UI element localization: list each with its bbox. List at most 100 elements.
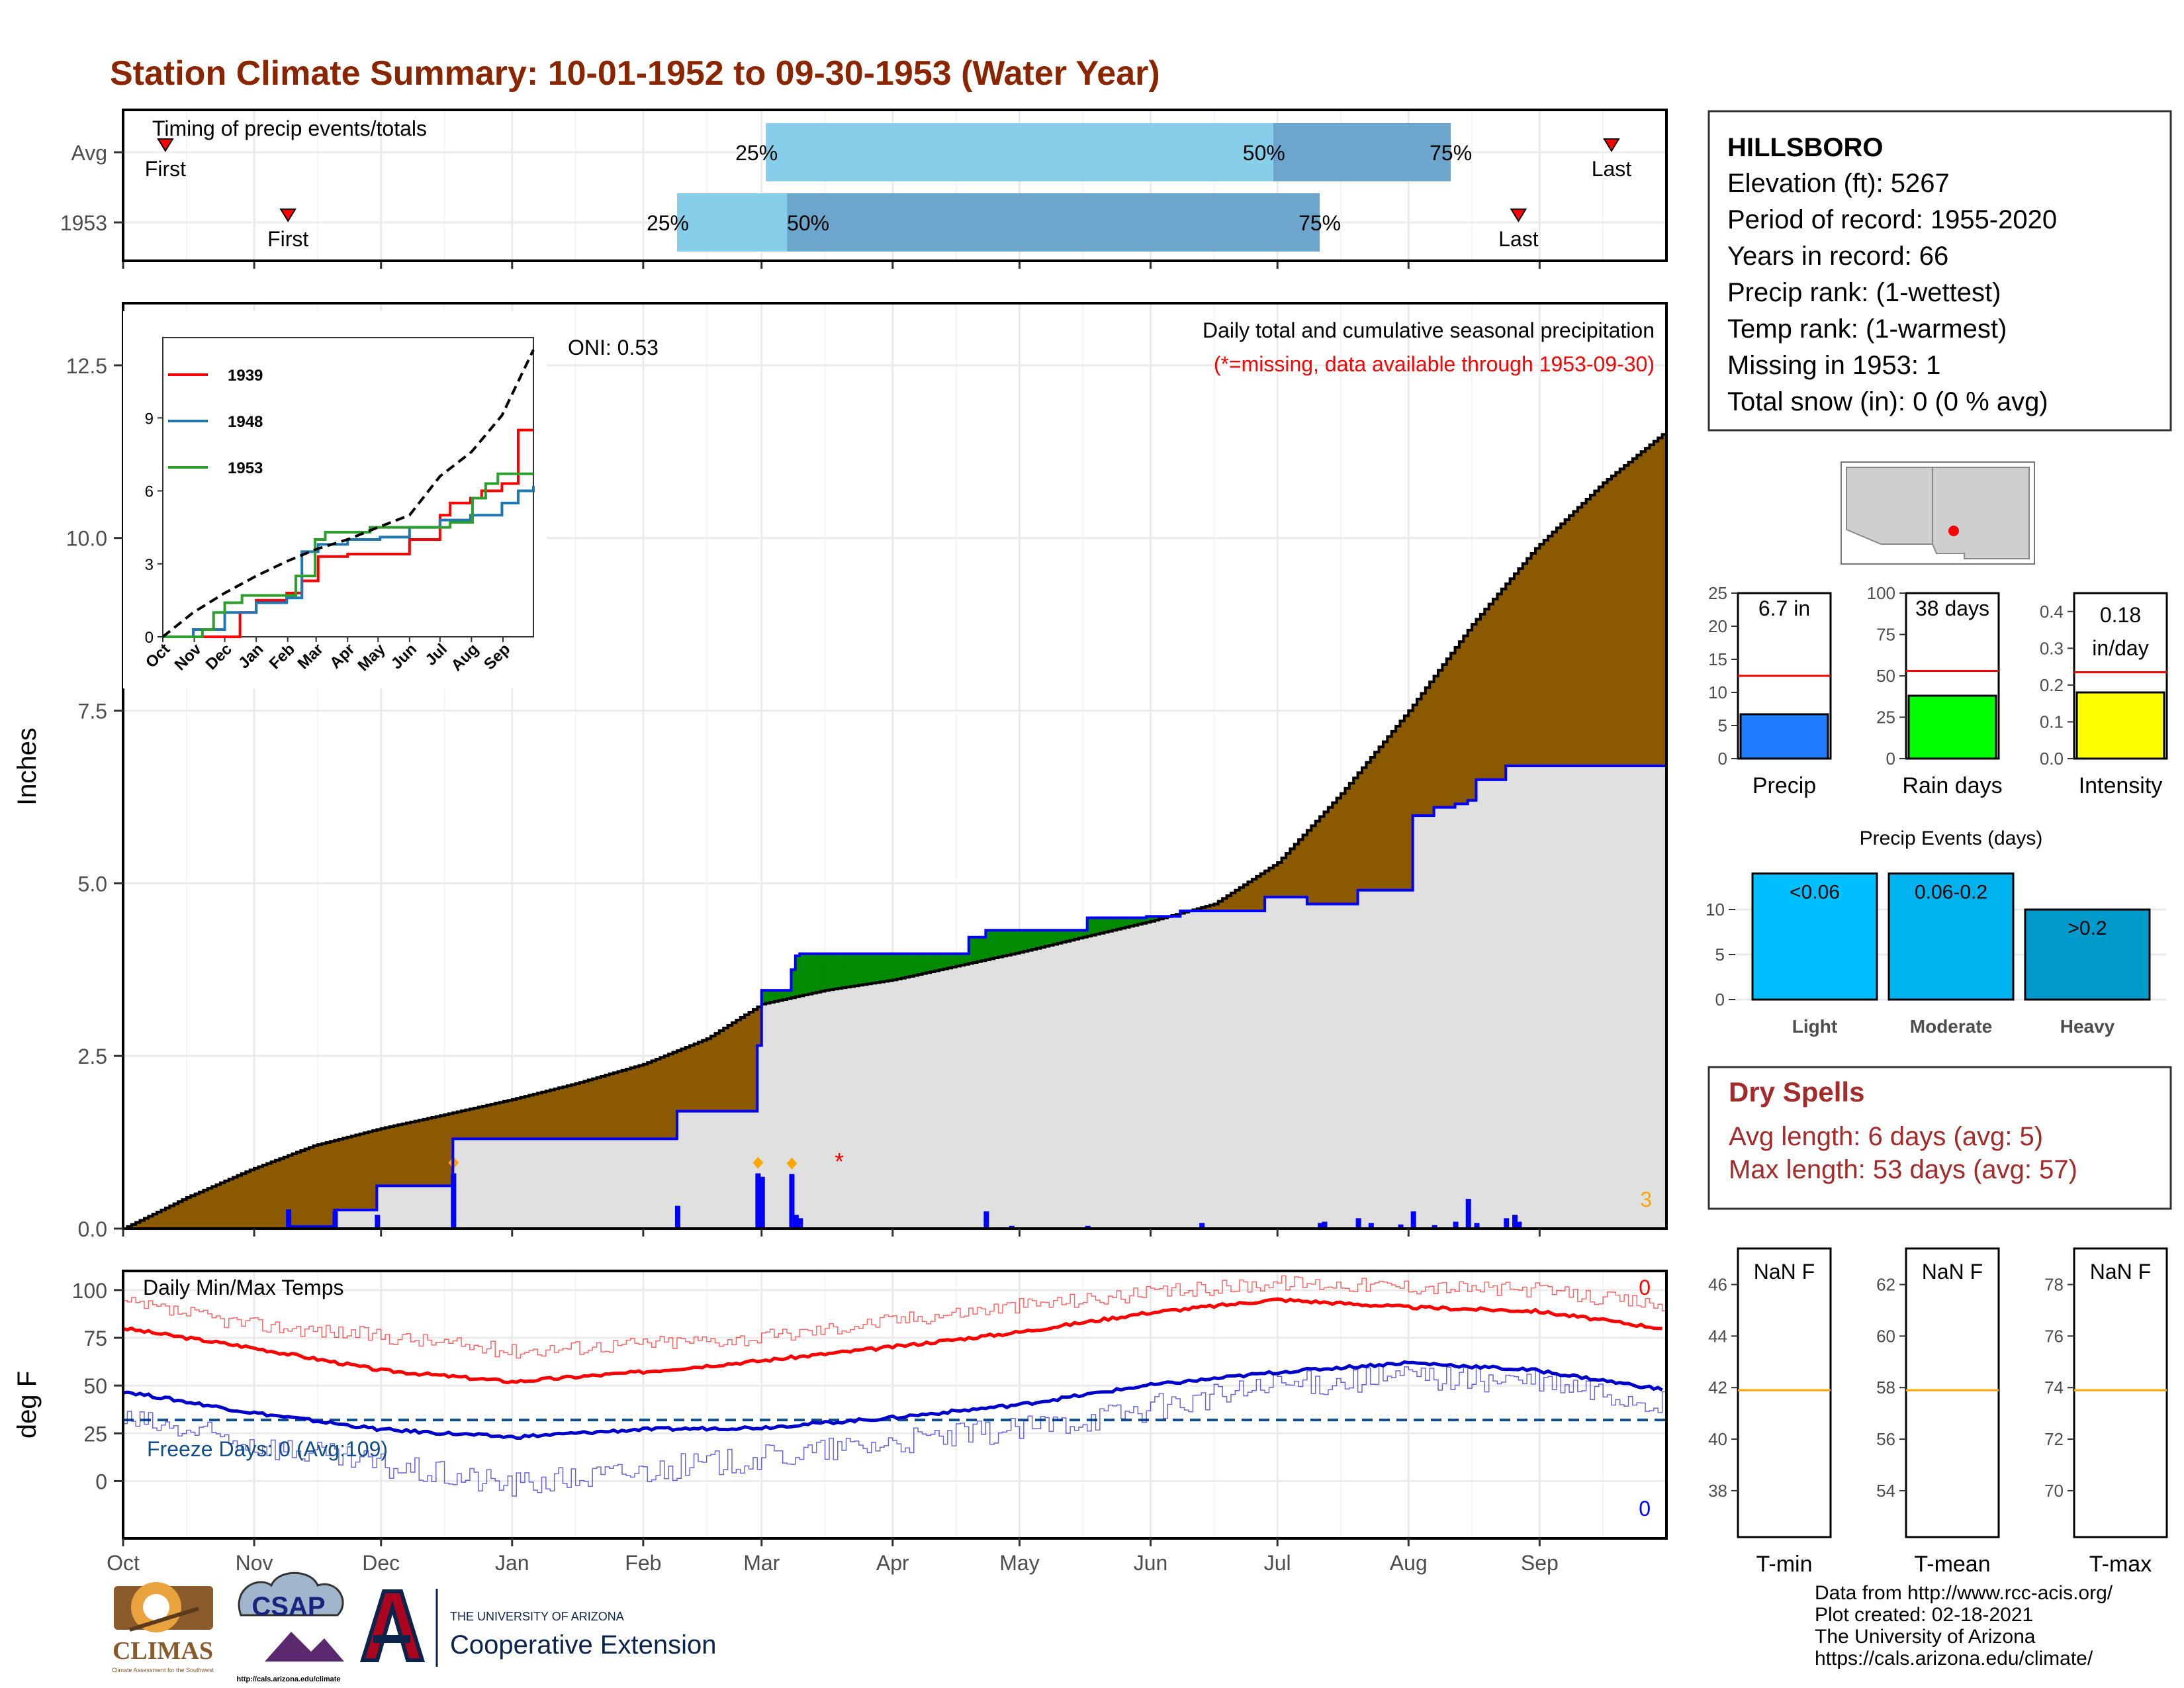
daily-precip-bar	[797, 1218, 803, 1229]
temp-box-ytick-label: 54	[1876, 1481, 1895, 1501]
mini-bar-value-label: 6.7 in	[1758, 596, 1810, 620]
oni-value: ONI: 0.53	[568, 336, 659, 359]
missing-marker: *	[835, 1148, 844, 1175]
timing-first-label: First	[145, 157, 186, 181]
inset-legend-label: 1939	[228, 367, 263, 385]
daily-precip-bar	[1009, 1225, 1015, 1229]
precip-panel: 0.0 2.5 5.0 7.5 10.0 12.5 Daily total and cum…	[13, 302, 1668, 1241]
events-bar-label: <0.06	[1790, 882, 1840, 904]
events-bar-light	[1751, 872, 1878, 1001]
inset-ytick-label: 9	[145, 410, 154, 428]
mini-bar-ytick-label: 0.1	[2040, 712, 2064, 731]
temp-box-ytick-label: 60	[1876, 1326, 1895, 1346]
mini-bar-ytick-label: 0.3	[2040, 638, 2064, 658]
temp-box-frame	[1905, 1247, 2000, 1538]
temp-box-t-max: 70 72 74 76 78 NaN F T-max	[2044, 1247, 2168, 1577]
daily-precip-bar	[1368, 1223, 1374, 1229]
events-category-label: Heavy	[2060, 1016, 2115, 1037]
mini-bar-chart-precip: 0 5 10 15 20 25 6.7 in Precip	[1708, 583, 1832, 798]
temp-box-value: NaN F	[1754, 1260, 1815, 1284]
footer-logos: CLIMAS Climate Assessment for the Southw…	[112, 1571, 716, 1683]
climas-text: CLIMAS	[113, 1637, 213, 1665]
timing-p25-label: 25%	[735, 141, 778, 165]
mini-bar-ytick-label: 25	[1708, 583, 1727, 603]
observed-cumulative-line	[123, 765, 1666, 1230]
ua-logo: THE UNIVERSITY OF ARIZONA Cooperative Ex…	[359, 1589, 716, 1667]
month-label: Nov	[236, 1551, 273, 1575]
station-info-box	[1707, 110, 2172, 432]
daily-precip-bar	[286, 1209, 292, 1229]
timing-last-marker	[1510, 209, 1527, 222]
footer-line-university: The University of Arizona	[1815, 1626, 2036, 1648]
temp-box-ytick-label: 70	[2044, 1481, 2064, 1501]
mini-bar-ytick-label: 0.2	[2040, 675, 2064, 695]
daily-precip-bar	[1453, 1221, 1459, 1229]
month-label: Sep	[1521, 1551, 1559, 1575]
daily-precip-bar	[375, 1215, 381, 1229]
daily-precip-bar	[1465, 1199, 1471, 1229]
daily-precip-bar	[1504, 1218, 1510, 1229]
events-category-label: Light	[1792, 1016, 1837, 1037]
month-label: Aug	[1390, 1551, 1428, 1575]
daily-precip-bar	[1398, 1224, 1404, 1229]
daily-precip-bar	[755, 1173, 761, 1229]
temp-box-value: NaN F	[1922, 1260, 1983, 1284]
ua-bottom-text: Cooperative Extension	[450, 1630, 716, 1660]
temp-box-ytick-label: 38	[1708, 1481, 1727, 1501]
summary-bar-charts: 0 5 10 15 20 25 6.7 in Precip 0 25 50 75 100 38 days R…	[1708, 583, 2168, 798]
temp-ytick-label: 50	[83, 1374, 107, 1398]
timing-last-label: Last	[1498, 227, 1539, 251]
temp-box-ytick-label: 44	[1708, 1326, 1727, 1346]
daily-precip-bar	[759, 1176, 765, 1229]
mini-bar-ytick-label: 20	[1708, 616, 1727, 636]
daily-precip-bar	[1512, 1215, 1518, 1229]
temp-box-frame	[1737, 1247, 1832, 1538]
precip-ytick-label: 5.0	[78, 872, 107, 896]
temp-box-ytick-label: 76	[2044, 1326, 2064, 1346]
new-mexico-shape	[1932, 467, 2030, 559]
dry-spells-max: Max length: 53 days (avg: 57)	[1729, 1155, 2077, 1184]
temp-box-t-min: 38 40 42 44 46 NaN F T-min	[1708, 1247, 1832, 1577]
temp-box-label: T-max	[2089, 1552, 2152, 1577]
precip-ytick-label: 7.5	[78, 700, 107, 724]
month-label: Jul	[1264, 1551, 1291, 1575]
mini-bar-value-label: 0.18	[2100, 603, 2141, 627]
temp-box-frame	[2073, 1247, 2168, 1538]
precip-ytick-label: 10.0	[66, 527, 107, 551]
csap-text: CSAP	[251, 1592, 325, 1621]
footer-line-url: https://cals.arizona.edu/climate/	[1815, 1648, 2093, 1669]
precip-ytick-label: 12.5	[66, 354, 107, 378]
temp-ytick-label: 100	[72, 1279, 107, 1303]
inset-ytick-label: 3	[145, 556, 154, 574]
daily-precip-bar	[1355, 1218, 1361, 1229]
arizona-shape	[1846, 467, 1933, 545]
missing-note: (*=missing, data available through 1953-…	[1214, 352, 1655, 376]
temp-box-ytick-label: 46	[1708, 1275, 1727, 1295]
month-label: Oct	[107, 1551, 140, 1575]
month-label: Jan	[495, 1551, 529, 1575]
precip-events-chart: Precip Events (days) 0 5 10 <0.06 Light 0.06-0…	[1706, 827, 2167, 1037]
mini-bar-category-label: Intensity	[2079, 773, 2163, 798]
daily-precip-bar	[451, 1173, 457, 1229]
mini-bar-ytick-label: 0.4	[2040, 602, 2064, 622]
temp-ytick-label: 75	[83, 1327, 107, 1350]
timing-p50-label: 50%	[1243, 141, 1285, 165]
station-name: HILLSBORO	[1727, 133, 1884, 162]
station-line-snow: Total snow (in): 0 (0 % avg)	[1727, 387, 2048, 416]
mini-bar-ytick-label: 5	[1718, 716, 1727, 735]
daily-precip-bar	[1432, 1225, 1437, 1229]
temp-line-avg-min	[122, 1360, 1663, 1440]
mini-bar-ytick-label: 0	[1718, 749, 1727, 769]
station-location-dot	[1948, 526, 1959, 536]
timing-label: Timing of precip events/totals	[152, 117, 427, 140]
min-count: 0	[1639, 1497, 1651, 1521]
temp-line-avg-max	[122, 1297, 1662, 1385]
timing-bar-late	[1273, 123, 1451, 181]
temp-box-label: T-min	[1756, 1552, 1813, 1577]
mini-bar-ytick-label: 10	[1708, 682, 1727, 702]
mini-bar-ytick-label: 0	[1886, 749, 1895, 769]
events-ytick-label: 5	[1715, 945, 1725, 964]
temp-box-ytick-label: 74	[2044, 1378, 2064, 1397]
events-ytick-label: 0	[1715, 990, 1725, 1009]
